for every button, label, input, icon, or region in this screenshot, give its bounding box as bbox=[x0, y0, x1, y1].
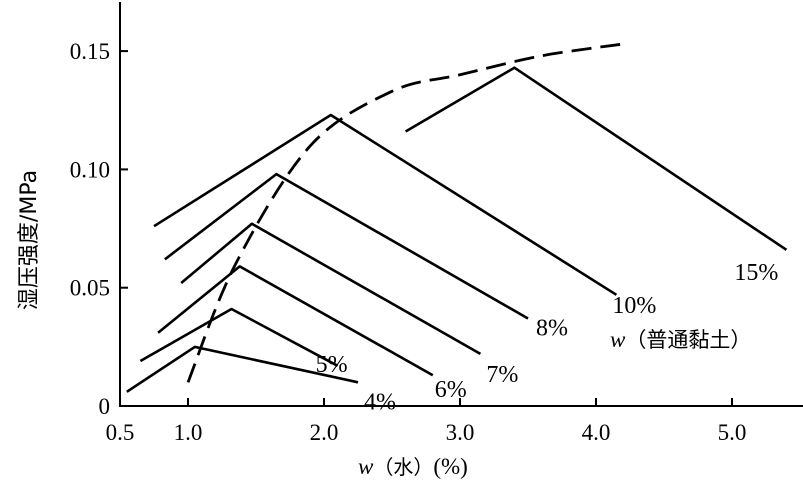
envelope-dashed-line bbox=[186, 42, 624, 383]
series-line-8pct bbox=[164, 172, 529, 320]
series-label-6pct: 6% bbox=[435, 377, 467, 403]
x-tick-label: 2.0 bbox=[310, 420, 339, 445]
series-label-7pct: 7% bbox=[486, 362, 518, 388]
series-label-15pct: 15% bbox=[734, 260, 778, 286]
y-tick-label: 0.05 bbox=[70, 276, 110, 301]
y-tick-label: 0 bbox=[99, 394, 111, 419]
series-label-5pct: 5% bbox=[316, 352, 348, 378]
x-tick-label: 1.0 bbox=[174, 420, 203, 445]
axis-ticks: 0.5 1.0 2.0 3.0 4.0 5.0 0 0.05 0.10 0.15 bbox=[70, 39, 747, 445]
x-axis-title: w（水）(%) bbox=[358, 454, 468, 479]
series-curves bbox=[126, 42, 788, 393]
y-axis-title: 湿压强度/MPa bbox=[17, 170, 42, 310]
series-label-10pct: 10% bbox=[612, 293, 656, 319]
series-line-4pct bbox=[126, 345, 359, 393]
series-line-5pct bbox=[139, 307, 339, 367]
series-line-10pct bbox=[153, 113, 618, 296]
series-label-8pct: 8% bbox=[536, 316, 568, 342]
x-tick-label: 0.5 bbox=[106, 420, 135, 445]
x-tick-label: 3.0 bbox=[446, 420, 475, 445]
x-tick-label: 4.0 bbox=[582, 420, 611, 445]
x-tick-label: 5.0 bbox=[718, 420, 747, 445]
series-line-6pct bbox=[157, 265, 434, 377]
y-tick-label: 0.15 bbox=[70, 39, 110, 64]
series-line-15pct bbox=[404, 66, 788, 251]
material-annotation: w（普通黏土） bbox=[610, 327, 751, 352]
y-tick-label: 0.10 bbox=[70, 157, 110, 182]
series-label-4pct: 4% bbox=[364, 389, 396, 415]
series-labels: 4% 5% 6% 7% 8% 10% 15% bbox=[316, 260, 779, 416]
series-line-7pct bbox=[180, 222, 482, 356]
